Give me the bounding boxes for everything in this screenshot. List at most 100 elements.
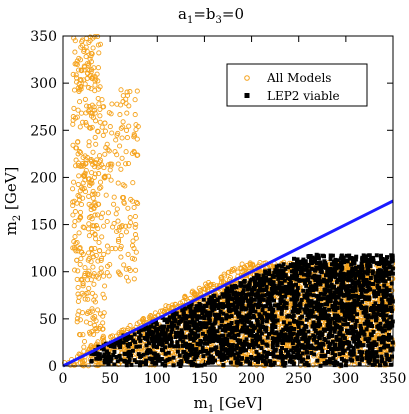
point-all-models	[117, 246, 123, 252]
point-all-models	[95, 164, 101, 170]
point-all-models	[82, 265, 88, 271]
point-lep2-viable	[239, 307, 244, 312]
point-lep2-viable	[117, 341, 122, 346]
point-lep2-viable	[349, 352, 354, 357]
point-all-models	[87, 125, 94, 131]
point-lep2-viable	[359, 304, 363, 309]
point-all-models	[90, 45, 96, 51]
point-lep2-viable	[94, 356, 99, 361]
point-lep2-viable	[352, 339, 357, 344]
point-lep2-viable	[236, 340, 241, 345]
point-all-models	[113, 211, 119, 217]
point-lep2-viable	[235, 351, 240, 356]
point-all-models	[86, 103, 92, 110]
point-lep2-viable	[327, 307, 332, 312]
point-lep2-viable	[327, 357, 332, 362]
point-all-models	[72, 267, 78, 273]
point-all-models	[133, 267, 139, 273]
point-lep2-viable	[322, 292, 327, 297]
point-lep2-viable	[272, 324, 277, 329]
point-all-models	[87, 157, 93, 163]
point-lep2-viable	[157, 332, 162, 337]
point-all-models	[123, 229, 129, 235]
point-all-models	[81, 338, 88, 345]
point-all-models	[76, 294, 82, 300]
point-all-models	[88, 86, 94, 92]
point-all-models	[105, 210, 111, 216]
point-lep2-viable	[208, 326, 213, 331]
point-lep2-viable	[184, 326, 189, 331]
point-lep2-viable	[299, 269, 304, 274]
point-all-models	[105, 249, 111, 255]
point-lep2-viable	[243, 293, 248, 298]
point-lep2-viable	[121, 340, 126, 345]
point-lep2-viable	[259, 356, 264, 361]
point-lep2-viable	[365, 315, 370, 320]
point-all-models	[81, 63, 87, 69]
point-lep2-viable	[138, 360, 143, 365]
point-lep2-viable	[326, 313, 331, 318]
point-lep2-viable	[150, 339, 155, 344]
point-lep2-viable	[284, 291, 289, 296]
point-lep2-viable	[295, 267, 300, 272]
point-all-models	[132, 97, 138, 103]
point-all-models	[89, 102, 95, 108]
point-all-models	[86, 61, 92, 67]
point-all-models	[126, 123, 132, 129]
point-lep2-viable	[258, 284, 263, 289]
point-all-models	[115, 236, 122, 243]
point-lep2-viable	[195, 317, 200, 322]
point-lep2-viable	[306, 329, 311, 334]
point-lep2-viable	[282, 278, 287, 283]
point-all-models	[93, 236, 99, 242]
point-all-models	[94, 328, 100, 334]
point-all-models	[108, 334, 114, 340]
point-lep2-viable	[346, 311, 351, 316]
point-lep2-viable	[261, 304, 266, 309]
point-lep2-viable	[186, 359, 191, 364]
point-all-models	[100, 326, 106, 332]
point-lep2-viable	[187, 326, 191, 331]
point-lep2-viable	[359, 261, 364, 266]
point-all-models	[96, 239, 102, 246]
chart-title: a1=b3=0	[178, 5, 244, 26]
point-all-models	[134, 88, 140, 94]
point-all-models	[109, 101, 115, 107]
point-lep2-viable	[276, 291, 281, 296]
point-all-models	[100, 320, 106, 326]
point-all-models	[71, 87, 78, 93]
point-all-models	[74, 316, 80, 322]
point-all-models	[135, 123, 141, 130]
point-all-models	[80, 283, 86, 289]
point-all-models	[84, 103, 90, 109]
point-lep2-viable	[355, 312, 359, 317]
point-all-models	[86, 233, 92, 239]
point-lep2-viable	[175, 325, 180, 330]
point-lep2-viable	[295, 273, 300, 278]
point-lep2-viable	[265, 301, 270, 306]
point-all-models	[132, 112, 138, 118]
point-all-models	[92, 232, 98, 238]
point-lep2-viable	[260, 293, 265, 298]
point-lep2-viable	[345, 302, 350, 307]
point-lep2-viable	[363, 281, 368, 286]
point-lep2-viable	[383, 362, 388, 367]
point-all-models	[100, 132, 106, 138]
point-lep2-viable	[368, 357, 373, 362]
point-lep2-viable	[376, 279, 381, 284]
point-lep2-viable	[367, 336, 372, 341]
point-all-models	[117, 143, 123, 149]
point-lep2-viable	[284, 301, 289, 306]
point-lep2-viable	[197, 302, 202, 306]
point-all-models	[92, 82, 98, 88]
point-lep2-viable	[216, 334, 221, 339]
point-lep2-viable	[172, 323, 177, 328]
point-lep2-viable	[379, 297, 384, 302]
point-all-models	[106, 148, 112, 154]
point-lep2-viable	[243, 284, 247, 289]
point-all-models	[86, 250, 92, 256]
point-lep2-viable	[257, 334, 261, 339]
point-all-models	[95, 201, 101, 207]
point-lep2-viable	[233, 336, 238, 341]
point-lep2-viable	[163, 351, 168, 356]
